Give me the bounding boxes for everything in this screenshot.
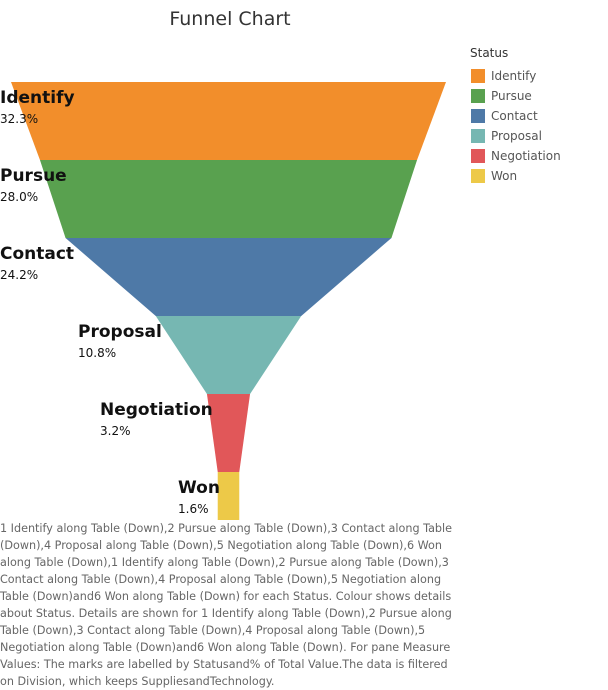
funnel-segment-won[interactable] [217, 472, 240, 520]
stage-percent-contact: 24.2% [0, 268, 39, 282]
chart-caption: 1 Identify along Table (Down),2 Pursue a… [0, 522, 453, 688]
legend-swatch [471, 109, 485, 123]
funnel-segment-contact[interactable] [65, 238, 392, 316]
stage-percent-won: 1.6% [178, 502, 209, 516]
stage-label-negotiation: Negotiation [100, 400, 213, 420]
legend-item-identify[interactable]: Identify [470, 66, 561, 86]
legend-swatch [471, 149, 485, 163]
stage-label-contact: Contact [0, 244, 75, 264]
legend-label: Pursue [491, 89, 532, 103]
funnel-chart [11, 82, 446, 520]
stage-label-identify: Identify [0, 88, 75, 108]
legend-title: Status [470, 46, 509, 60]
stage-percent-negotiation: 3.2% [100, 424, 131, 438]
legend-label: Contact [491, 109, 538, 123]
legend-item-pursue[interactable]: Pursue [470, 86, 561, 106]
funnel-segment-pursue[interactable] [39, 160, 418, 238]
stage-label-proposal: Proposal [78, 322, 162, 342]
legend: Status Identify Pursue Contact Proposal Nego… [470, 46, 561, 186]
legend-item-won[interactable]: Won [470, 166, 561, 186]
chart-title: Funnel Chart [169, 8, 291, 30]
funnel-segment-proposal[interactable] [155, 316, 302, 394]
stage-label-won: Won [178, 478, 220, 498]
stage-percent-proposal: 10.8% [78, 346, 117, 360]
legend-swatch [471, 129, 485, 143]
stage-percent-pursue: 28.0% [0, 190, 39, 204]
legend-swatch [471, 169, 485, 183]
legend-swatch [471, 69, 485, 83]
funnel-segment-negotiation[interactable] [206, 394, 251, 472]
legend-label: Proposal [491, 129, 542, 143]
stage-percent-identify: 32.3% [0, 112, 39, 126]
legend-label: Won [491, 169, 518, 183]
stage-label-pursue: Pursue [0, 166, 67, 186]
funnel-segment-identify[interactable] [11, 82, 446, 160]
legend-item-negotiation[interactable]: Negotiation [470, 146, 561, 166]
legend-item-proposal[interactable]: Proposal [470, 126, 561, 146]
legend-label: Identify [491, 69, 537, 83]
legend-swatch [471, 89, 485, 103]
legend-label: Negotiation [491, 149, 561, 163]
legend-item-contact[interactable]: Contact [470, 106, 561, 126]
